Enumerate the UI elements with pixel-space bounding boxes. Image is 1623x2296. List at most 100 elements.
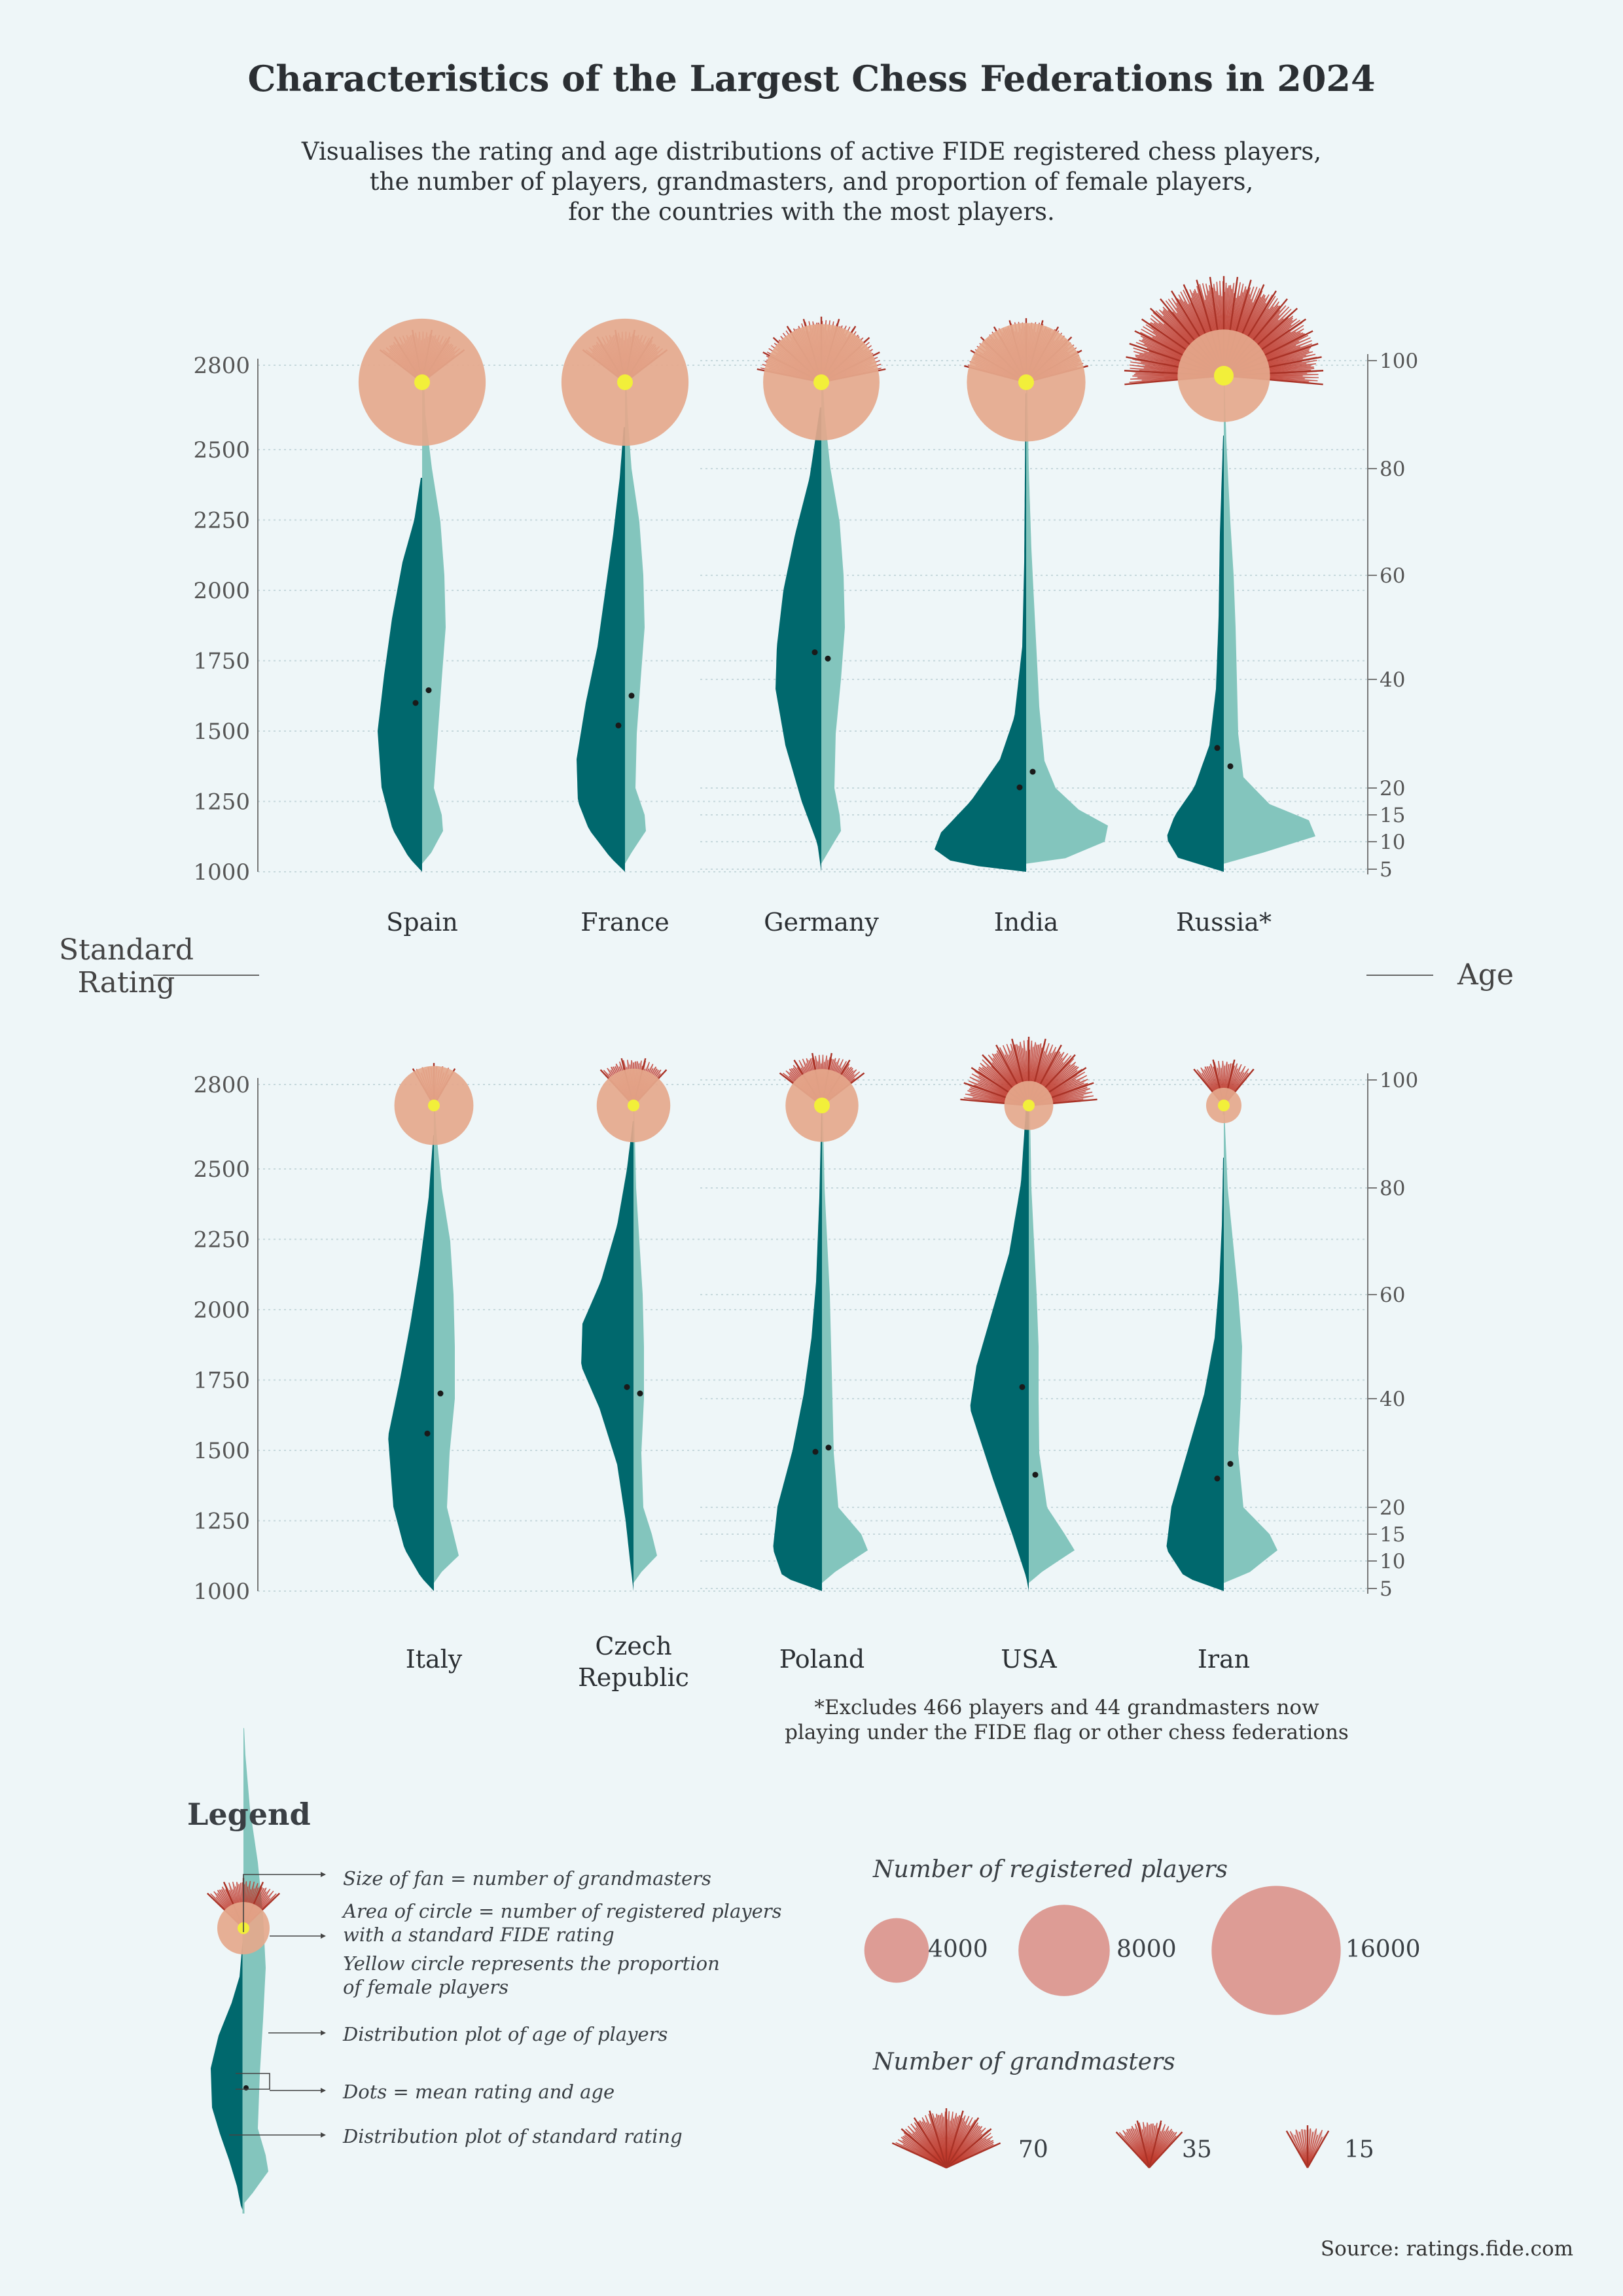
subtitle-line-2: the number of players, grandmasters, and… [369, 168, 1254, 196]
legend-leader-age-arrow [321, 2030, 326, 2036]
rating-distribution [378, 478, 422, 872]
age-tick-label: 10 [1380, 1550, 1405, 1573]
country-label: Russia* [1176, 908, 1272, 937]
age-tick-label: 5 [1380, 858, 1393, 882]
rating-distribution [388, 1135, 434, 1591]
age-tick-label: 20 [1380, 1496, 1405, 1520]
rating-tick-label: 2800 [193, 1072, 250, 1098]
mean-age-dot [1227, 1461, 1234, 1467]
fan-main-ray [1285, 2130, 1309, 2168]
female-share-circle [1023, 1100, 1035, 1111]
female-share-circle [428, 1100, 440, 1111]
legend-players-circle-16000 [1211, 1886, 1341, 2015]
age-distribution [422, 361, 446, 864]
country-france: France [561, 318, 689, 937]
chart-title: Characteristics of the Largest Chess Fed… [247, 58, 1376, 99]
rating-tick-label: 1500 [193, 1438, 250, 1464]
country-iran: Iran [1166, 1059, 1277, 1674]
age-distribution [821, 361, 845, 864]
legend-players-circle-8000 [1018, 1905, 1110, 1996]
legend-note-circle-2: with a standard FIDE rating [343, 1924, 615, 1946]
source-note: Source: ratings.fide.com [1320, 2237, 1573, 2261]
legend-gm-fan-70 [891, 2108, 1001, 2169]
age-tick-label: 40 [1380, 668, 1405, 692]
country-label: Iran [1198, 1645, 1250, 1674]
fan-main-ray [929, 2110, 948, 2168]
fan-shade [1197, 1060, 1252, 1105]
rating-tick-label: 1250 [193, 1509, 250, 1535]
rating-tick-label: 1750 [193, 1368, 250, 1394]
country-label: India [994, 908, 1059, 937]
mean-rating-dot [624, 1384, 630, 1390]
country-label: Germany [764, 908, 879, 937]
legend-note-age-dist: Distribution plot of age of players [343, 2023, 668, 2045]
age-axis-title: Age [1457, 958, 1514, 992]
mean-age-dot [425, 687, 432, 694]
country-india: India [935, 318, 1108, 937]
mean-rating-dot [615, 722, 622, 728]
female-share-circle [814, 1098, 830, 1113]
rating-tick-label: 1000 [193, 859, 250, 886]
legend-gm-15: 15 [1344, 2136, 1374, 2163]
female-share-circle [1218, 1100, 1230, 1111]
mean-rating-dot [1019, 1384, 1026, 1390]
rating-axis-title: Rating [78, 966, 175, 999]
fan-main-ray [891, 2142, 947, 2169]
country-label: USA [1001, 1645, 1057, 1674]
legend-leader-circle-arrow [321, 1933, 326, 1939]
rating-tick-label: 2000 [193, 578, 250, 604]
mean-rating-dot [812, 1448, 819, 1455]
age-distribution [625, 361, 646, 864]
mean-rating-dot [1214, 1475, 1221, 1482]
mean-rating-dot [812, 649, 818, 656]
legend-gm-35: 35 [1182, 2136, 1212, 2163]
age-tick-label: 80 [1380, 457, 1405, 481]
female-share-circle [414, 374, 430, 390]
mean-age-dot [825, 1444, 832, 1451]
mean-age-dot [628, 692, 635, 699]
legend-note-fan: Size of fan = number of grandmasters [343, 1867, 711, 1890]
rating-tick-label: 1500 [193, 719, 250, 745]
legend-players-4000: 4000 [928, 1936, 988, 1963]
country-label: Spain [386, 908, 458, 937]
fan-shade [1119, 2122, 1181, 2168]
age-distribution [633, 1107, 657, 1583]
legend-leader-dots-arrow [321, 2088, 326, 2093]
fan-main-ray [945, 2117, 980, 2168]
legend-age-distribution [243, 1728, 268, 2204]
rating-distribution [1167, 435, 1224, 872]
rating-tick-label: 1000 [193, 1579, 250, 1605]
age-tick-label: 80 [1380, 1177, 1405, 1200]
country-spain: Spain [358, 318, 486, 937]
rating-distribution [773, 1113, 822, 1591]
rating-distribution [1166, 1157, 1224, 1591]
rating-distribution [970, 1085, 1029, 1591]
rating-axis-title: Standard [59, 933, 194, 967]
country-czech-republic: Czech Republic [578, 1058, 689, 1692]
subtitle-line-1: Visualises the rating and age distributi… [301, 137, 1322, 166]
rating-tick-label: 2250 [193, 1227, 250, 1253]
footnote-line-2: playing under the FIDE flag or other che… [785, 1721, 1349, 1744]
age-tick-label: 100 [1380, 350, 1418, 373]
footnote: *Excludes 466 players and 44 grandmaster… [772, 1695, 1361, 1745]
rating-distribution [935, 393, 1026, 872]
rating-distribution [581, 1121, 633, 1591]
mean-rating-dot [1016, 784, 1023, 791]
legend-note-rating-dist: Distribution plot of standard rating [343, 2125, 683, 2147]
age-tick-label: 100 [1380, 1069, 1418, 1092]
age-tick-label: 60 [1380, 1283, 1405, 1307]
rating-distribution [577, 427, 625, 872]
female-share-circle [617, 374, 633, 390]
legend-gm-70: 70 [1018, 2136, 1048, 2163]
female-share-circle [813, 374, 829, 390]
age-distribution [1029, 1080, 1075, 1583]
country-italy: Italy [388, 1063, 474, 1674]
female-share-circle [628, 1100, 639, 1111]
legend-gm-fan-35 [1115, 2120, 1183, 2168]
mean-age-dot [1032, 1471, 1039, 1478]
mean-rating-dot [1214, 745, 1221, 751]
legend-leader-bracket [236, 2073, 270, 2090]
legend-note-yellow-1: Yellow circle represents the proportion [343, 1952, 720, 1975]
legend-title: Legend [187, 1797, 311, 1832]
legend-note-yellow-2: of female players [343, 1976, 509, 1998]
